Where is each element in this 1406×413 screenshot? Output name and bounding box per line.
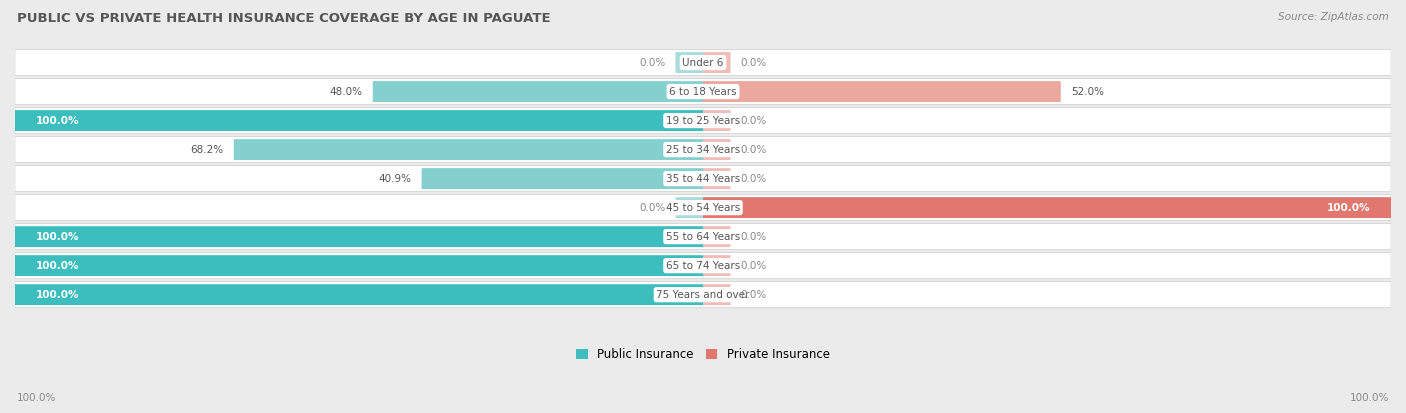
Text: Source: ZipAtlas.com: Source: ZipAtlas.com — [1278, 12, 1389, 22]
FancyBboxPatch shape — [703, 168, 731, 189]
FancyBboxPatch shape — [703, 110, 731, 131]
FancyBboxPatch shape — [675, 197, 703, 218]
Text: 100.0%: 100.0% — [35, 232, 79, 242]
Text: 52.0%: 52.0% — [1071, 87, 1104, 97]
FancyBboxPatch shape — [15, 50, 1391, 76]
FancyBboxPatch shape — [15, 78, 1391, 104]
FancyBboxPatch shape — [675, 52, 703, 73]
FancyBboxPatch shape — [703, 226, 731, 247]
FancyBboxPatch shape — [15, 282, 1391, 308]
FancyBboxPatch shape — [15, 137, 1391, 163]
FancyBboxPatch shape — [15, 166, 1391, 192]
FancyBboxPatch shape — [233, 139, 703, 160]
Text: 6 to 18 Years: 6 to 18 Years — [669, 87, 737, 97]
FancyBboxPatch shape — [15, 195, 1391, 221]
Text: PUBLIC VS PRIVATE HEALTH INSURANCE COVERAGE BY AGE IN PAGUATE: PUBLIC VS PRIVATE HEALTH INSURANCE COVER… — [17, 12, 551, 25]
FancyBboxPatch shape — [703, 52, 731, 73]
FancyBboxPatch shape — [15, 284, 703, 305]
Text: 19 to 25 Years: 19 to 25 Years — [666, 116, 740, 126]
Text: 65 to 74 Years: 65 to 74 Years — [666, 261, 740, 271]
Text: 100.0%: 100.0% — [1327, 203, 1371, 213]
Text: Under 6: Under 6 — [682, 57, 724, 68]
Text: 75 Years and over: 75 Years and over — [657, 290, 749, 300]
FancyBboxPatch shape — [15, 110, 703, 131]
Text: 0.0%: 0.0% — [741, 116, 768, 126]
Text: 25 to 34 Years: 25 to 34 Years — [666, 145, 740, 154]
FancyBboxPatch shape — [703, 139, 731, 160]
FancyBboxPatch shape — [703, 197, 1391, 218]
Text: 55 to 64 Years: 55 to 64 Years — [666, 232, 740, 242]
FancyBboxPatch shape — [15, 255, 703, 276]
FancyBboxPatch shape — [15, 107, 1391, 134]
Text: 100.0%: 100.0% — [1350, 393, 1389, 403]
FancyBboxPatch shape — [15, 253, 1391, 279]
Text: 100.0%: 100.0% — [17, 393, 56, 403]
FancyBboxPatch shape — [15, 226, 703, 247]
Text: 100.0%: 100.0% — [35, 116, 79, 126]
Text: 0.0%: 0.0% — [638, 203, 665, 213]
Text: 0.0%: 0.0% — [741, 173, 768, 184]
Text: 0.0%: 0.0% — [638, 57, 665, 68]
FancyBboxPatch shape — [703, 81, 1060, 102]
FancyBboxPatch shape — [422, 168, 703, 189]
Text: 68.2%: 68.2% — [190, 145, 224, 154]
Text: 100.0%: 100.0% — [35, 261, 79, 271]
Text: 0.0%: 0.0% — [741, 232, 768, 242]
FancyBboxPatch shape — [703, 284, 731, 305]
Text: 0.0%: 0.0% — [741, 57, 768, 68]
Text: 48.0%: 48.0% — [329, 87, 363, 97]
Text: 40.9%: 40.9% — [378, 173, 412, 184]
Text: 100.0%: 100.0% — [35, 290, 79, 300]
Text: 0.0%: 0.0% — [741, 261, 768, 271]
FancyBboxPatch shape — [15, 223, 1391, 250]
Text: 0.0%: 0.0% — [741, 290, 768, 300]
FancyBboxPatch shape — [373, 81, 703, 102]
Text: 45 to 54 Years: 45 to 54 Years — [666, 203, 740, 213]
Text: 35 to 44 Years: 35 to 44 Years — [666, 173, 740, 184]
FancyBboxPatch shape — [703, 255, 731, 276]
Legend: Public Insurance, Private Insurance: Public Insurance, Private Insurance — [576, 348, 830, 361]
Text: 0.0%: 0.0% — [741, 145, 768, 154]
